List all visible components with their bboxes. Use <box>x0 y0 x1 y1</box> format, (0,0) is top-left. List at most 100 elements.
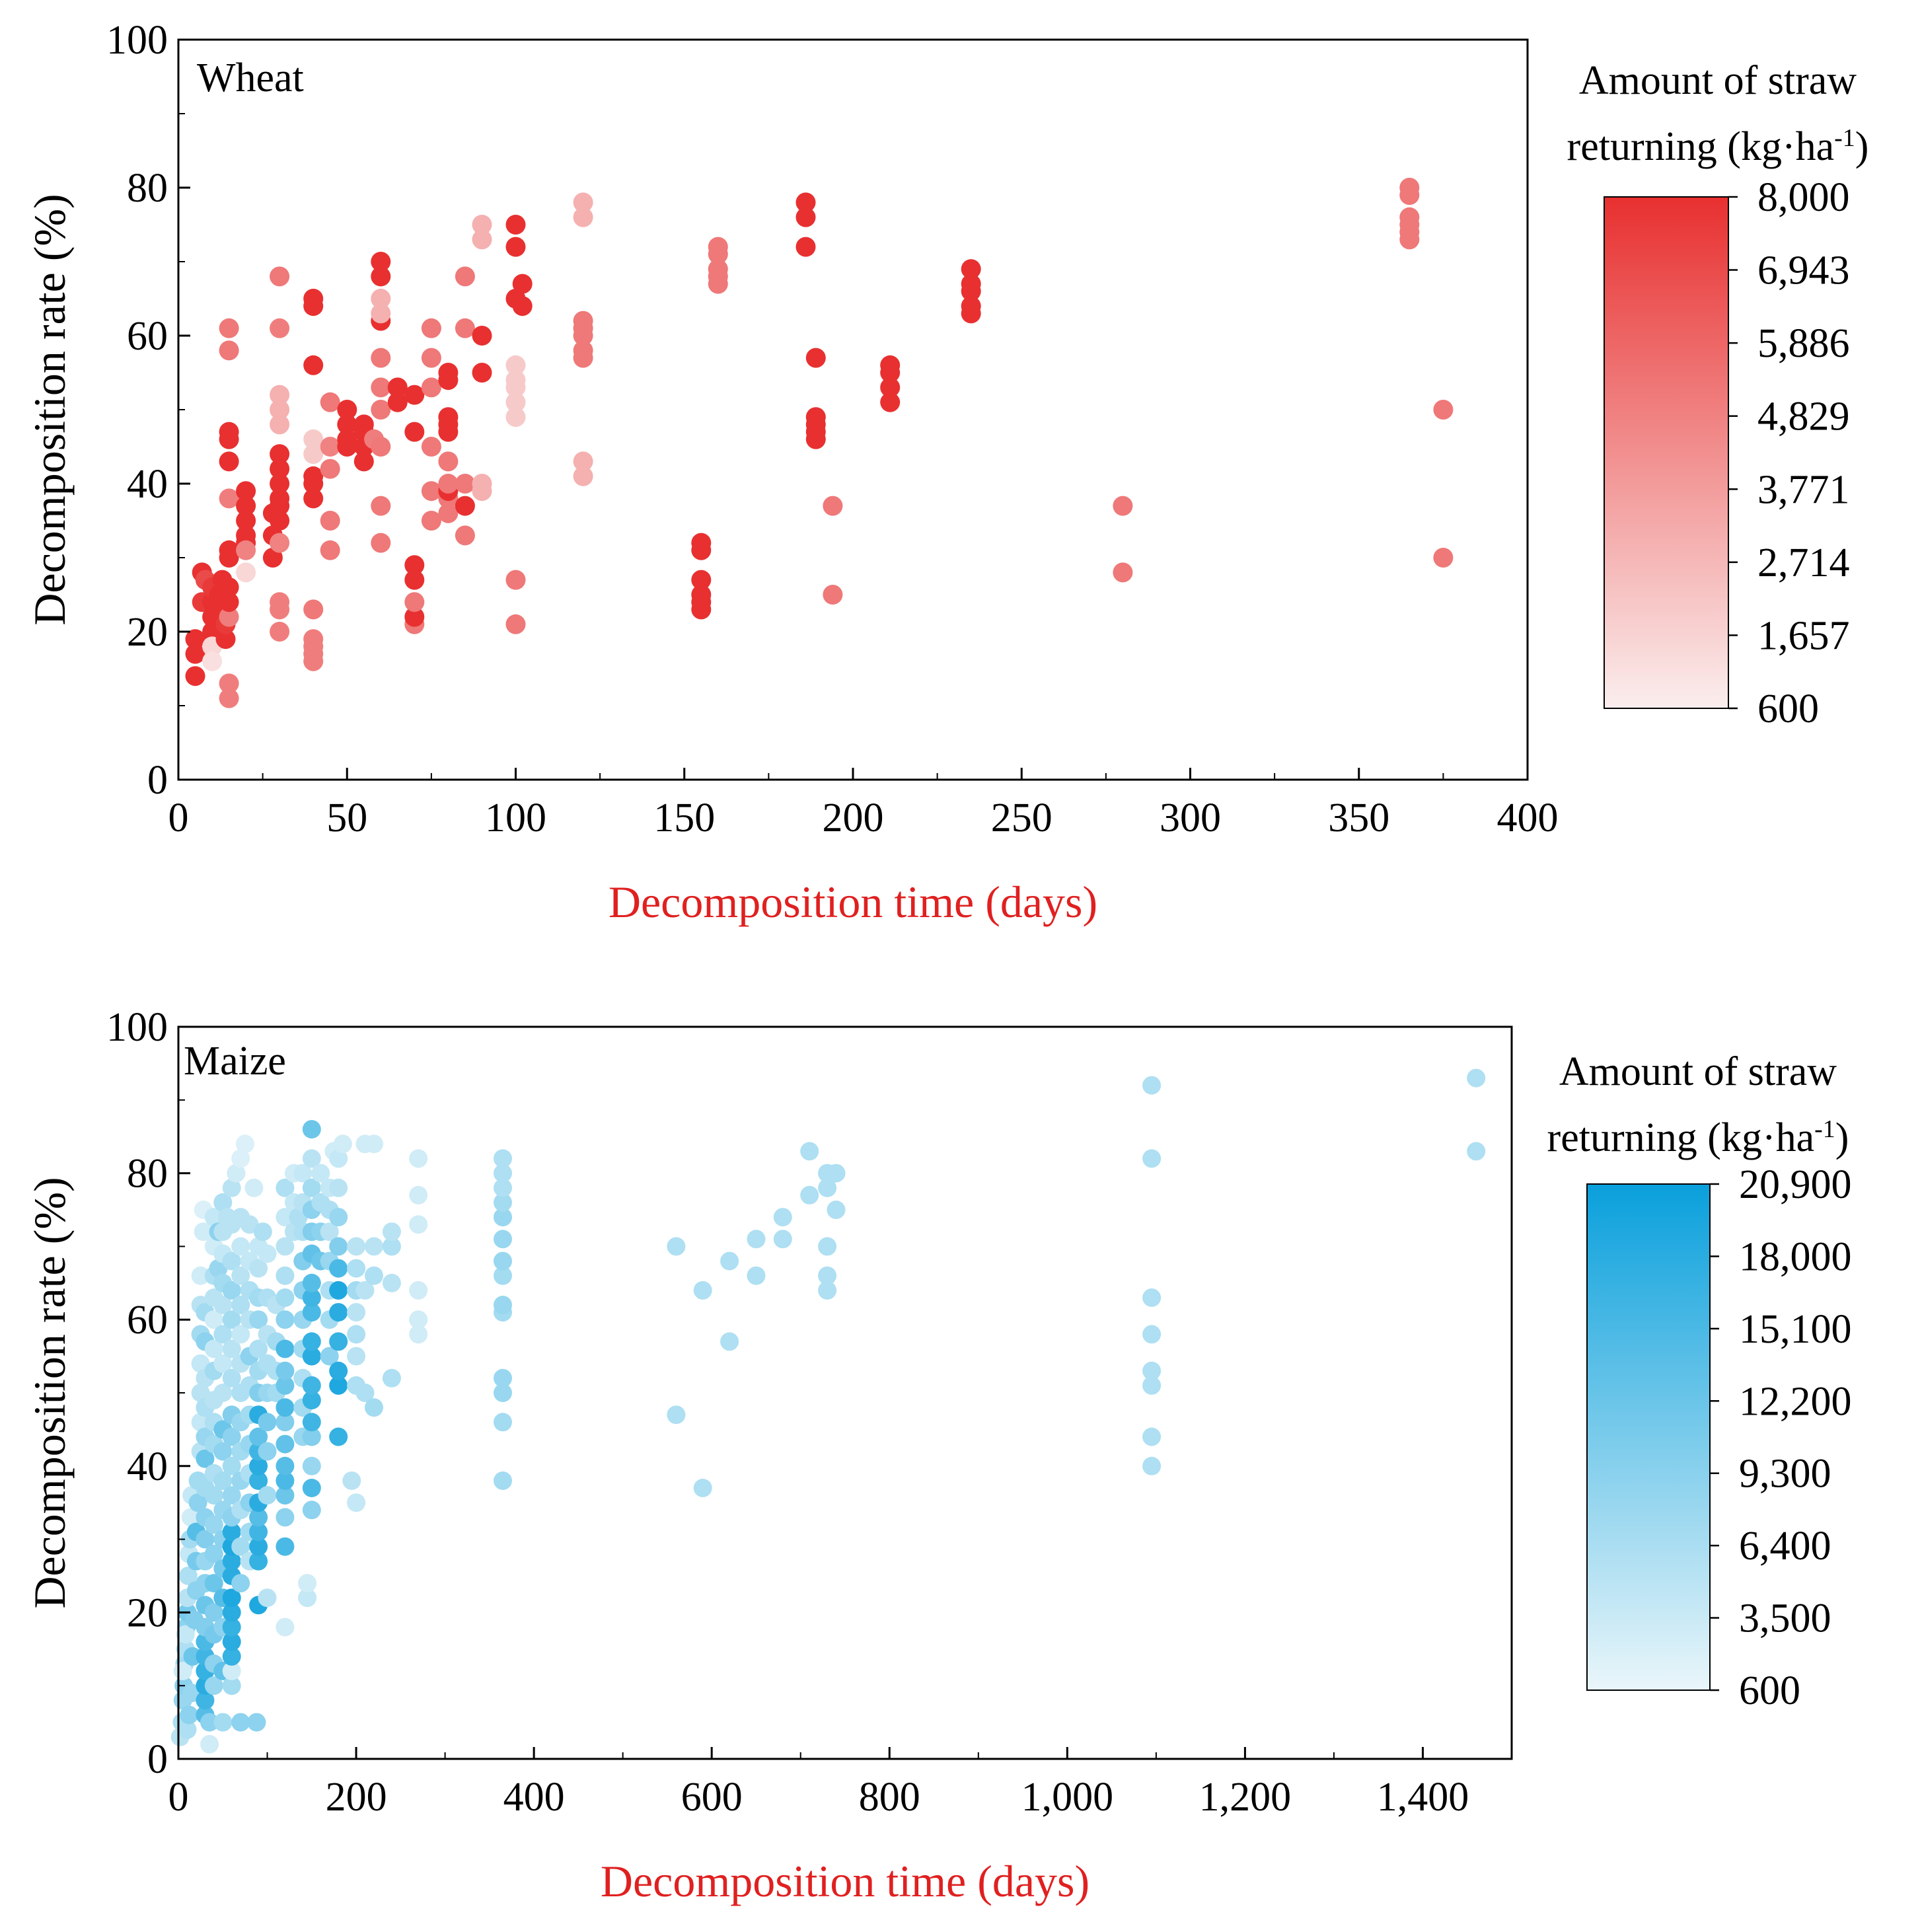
maize-point <box>222 1603 241 1622</box>
maize-point <box>302 1391 321 1410</box>
maize-point <box>276 1537 295 1556</box>
maize-point <box>191 1266 210 1285</box>
wheat-point <box>505 370 526 390</box>
maize-point <box>181 1508 200 1527</box>
maize-point <box>204 1310 223 1329</box>
wheat-point <box>202 651 223 671</box>
maize-point <box>276 1310 295 1329</box>
maize-point <box>227 1164 246 1183</box>
maize-point <box>204 1339 223 1358</box>
maize-y-axis-title: Decomposition rate (%) <box>24 1177 75 1608</box>
wheat-point <box>708 259 728 279</box>
wheat-point <box>404 570 425 590</box>
maize-point <box>302 1456 321 1475</box>
maize-point <box>365 1266 383 1285</box>
maize-point <box>222 1647 241 1666</box>
maize-x-tick-label: 200 <box>326 1775 387 1820</box>
maize-point <box>329 1178 348 1197</box>
wheat-point <box>880 377 901 398</box>
wheat-point <box>795 237 816 257</box>
wheat-point <box>961 296 981 316</box>
maize-point <box>382 1222 401 1242</box>
maize-point <box>494 1384 512 1402</box>
maize-point <box>222 1486 241 1505</box>
wheat-colorbar-tick-label: 3,771 <box>1757 467 1850 512</box>
maize-point <box>176 1625 195 1644</box>
maize-point <box>382 1237 401 1256</box>
maize-point <box>222 1368 241 1388</box>
maize-point <box>249 1427 268 1446</box>
wheat-chart: 0 50 100 150 200 250 300 350 400 0 20 40 60 80 100 Wh… <box>24 18 1868 927</box>
wheat-y-tick-label: 0 <box>147 758 168 803</box>
maize-point <box>276 1471 295 1490</box>
maize-y-tick-label: 100 <box>106 1005 168 1050</box>
maize-point <box>693 1479 712 1497</box>
maize-point <box>178 1720 197 1739</box>
maize-point <box>231 1296 250 1314</box>
maize-point <box>347 1493 366 1512</box>
maize-point <box>329 1149 348 1168</box>
wheat-point <box>371 533 391 553</box>
maize-point <box>222 1178 241 1197</box>
maize-point <box>222 1427 241 1446</box>
maize-y-axis: 0 20 40 60 80 100 <box>106 1005 190 1782</box>
maize-colorbar-tick-label: 20,900 <box>1739 1162 1852 1207</box>
maize-x-tick-label: 600 <box>681 1775 743 1820</box>
maize-point <box>204 1603 223 1622</box>
maize-point <box>302 1288 321 1307</box>
wheat-point <box>303 488 324 509</box>
maize-point <box>258 1486 277 1505</box>
wheat-point <box>320 540 340 560</box>
maize-colorbar-tick-label: 9,300 <box>1739 1452 1831 1497</box>
wheat-point <box>512 274 533 294</box>
maize-point <box>773 1208 792 1227</box>
maize-point <box>347 1237 366 1256</box>
maize-y-tick-label: 80 <box>127 1152 168 1197</box>
wheat-point <box>455 496 475 516</box>
maize-point <box>409 1310 428 1329</box>
maize-point <box>342 1471 361 1490</box>
maize-point <box>222 1310 241 1329</box>
wheat-colorbar-tick-label: 1,657 <box>1757 613 1850 658</box>
wheat-point <box>219 422 239 442</box>
wheat-point <box>961 259 981 279</box>
maize-point <box>329 1259 348 1278</box>
maize-point <box>693 1281 712 1300</box>
maize-point <box>276 1456 295 1475</box>
maize-point <box>213 1193 233 1212</box>
maize-point <box>249 1310 268 1329</box>
maize-colorbar-tick-label: 6,400 <box>1739 1524 1831 1569</box>
wheat-point <box>573 207 593 227</box>
maize-point <box>298 1574 317 1593</box>
wheat-point <box>371 303 391 324</box>
wheat-point <box>270 622 290 642</box>
wheat-point <box>1399 178 1420 198</box>
wheat-x-tick-label: 200 <box>823 796 884 840</box>
maize-point <box>276 1617 295 1637</box>
maize-point <box>231 1713 250 1732</box>
maize-point <box>302 1413 321 1432</box>
maize-point <box>253 1222 272 1242</box>
maize-point <box>800 1185 819 1205</box>
wheat-point <box>421 318 441 338</box>
maize-point <box>231 1266 250 1285</box>
maize-point <box>409 1325 428 1344</box>
wheat-point <box>880 392 901 412</box>
maize-point <box>204 1574 223 1593</box>
wheat-point <box>270 318 290 338</box>
wheat-point <box>236 496 256 516</box>
maize-point <box>827 1164 846 1183</box>
maize-point <box>494 1471 512 1490</box>
maize-colorbar-tick-label: 15,100 <box>1739 1307 1852 1352</box>
wheat-point <box>691 533 712 553</box>
maize-point <box>382 1368 401 1388</box>
maize-point <box>494 1178 512 1197</box>
maize-point <box>1142 1288 1162 1307</box>
wheat-colorbar-gradient <box>1604 196 1729 709</box>
maize-point <box>293 1164 313 1183</box>
wheat-point <box>353 451 374 472</box>
maize-point <box>747 1266 766 1285</box>
maize-point <box>409 1185 428 1205</box>
wheat-point <box>270 385 290 405</box>
maize-point <box>494 1413 512 1432</box>
